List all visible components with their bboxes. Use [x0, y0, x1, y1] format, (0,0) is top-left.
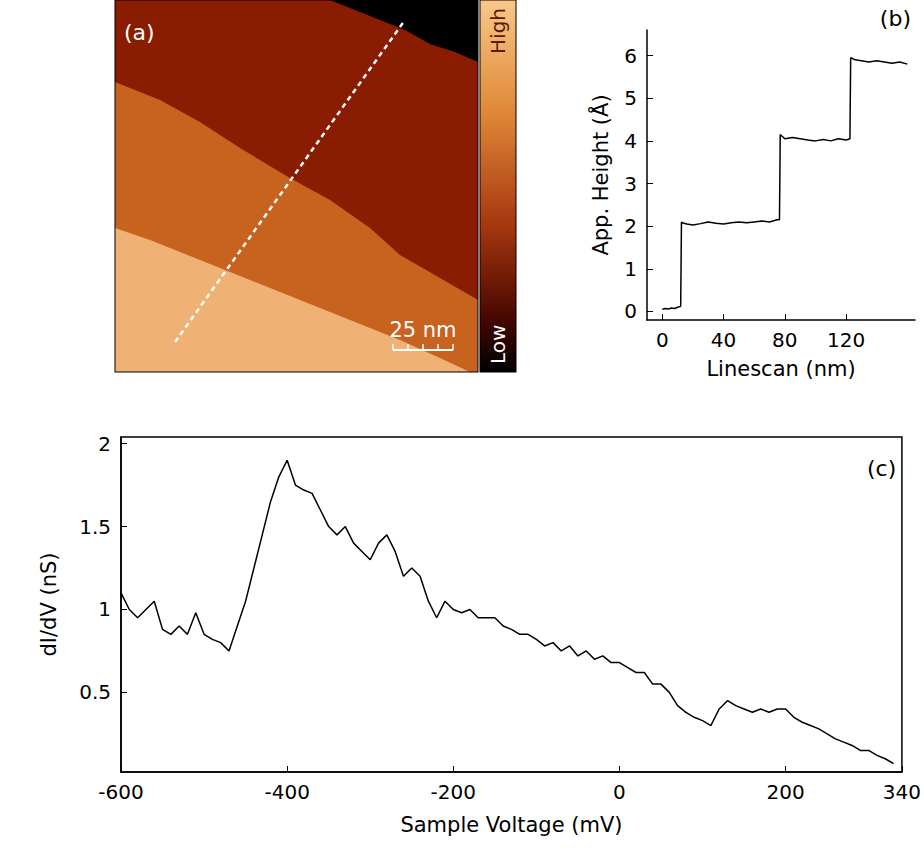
svg-text:2: 2 [98, 432, 111, 456]
svg-text:(c): (c) [867, 456, 896, 481]
svg-text:Sample Voltage (mV): Sample Voltage (mV) [400, 813, 622, 837]
svg-text:0.5: 0.5 [79, 680, 111, 704]
svg-text:340: 340 [883, 780, 921, 804]
svg-text:-600: -600 [98, 780, 143, 804]
svg-text:Linescan (nm): Linescan (nm) [706, 357, 855, 381]
svg-text:120: 120 [827, 328, 865, 352]
svg-text:6: 6 [624, 44, 637, 68]
svg-text:4: 4 [624, 129, 637, 153]
svg-text:-200: -200 [431, 780, 476, 804]
svg-text:dI/dV (nS): dI/dV (nS) [37, 553, 61, 657]
svg-text:(a): (a) [124, 20, 155, 45]
svg-text:25 nm: 25 nm [389, 318, 456, 342]
svg-text:1: 1 [98, 597, 111, 621]
svg-text:5: 5 [624, 86, 637, 110]
svg-text:1: 1 [624, 257, 637, 281]
svg-text:(b): (b) [880, 6, 911, 31]
svg-text:1.5: 1.5 [79, 515, 111, 539]
svg-text:-400: -400 [264, 780, 309, 804]
svg-text:0: 0 [656, 328, 669, 352]
svg-text:3: 3 [624, 172, 637, 196]
svg-text:40: 40 [711, 328, 736, 352]
svg-text:2: 2 [624, 214, 637, 238]
svg-text:0: 0 [613, 780, 626, 804]
svg-text:200: 200 [767, 780, 805, 804]
svg-text:0: 0 [624, 299, 637, 323]
svg-text:80: 80 [772, 328, 797, 352]
svg-text:High: High [486, 8, 510, 54]
svg-text:Low: Low [486, 325, 510, 364]
svg-text:App. Height (Å): App. Height (Å) [587, 94, 613, 255]
